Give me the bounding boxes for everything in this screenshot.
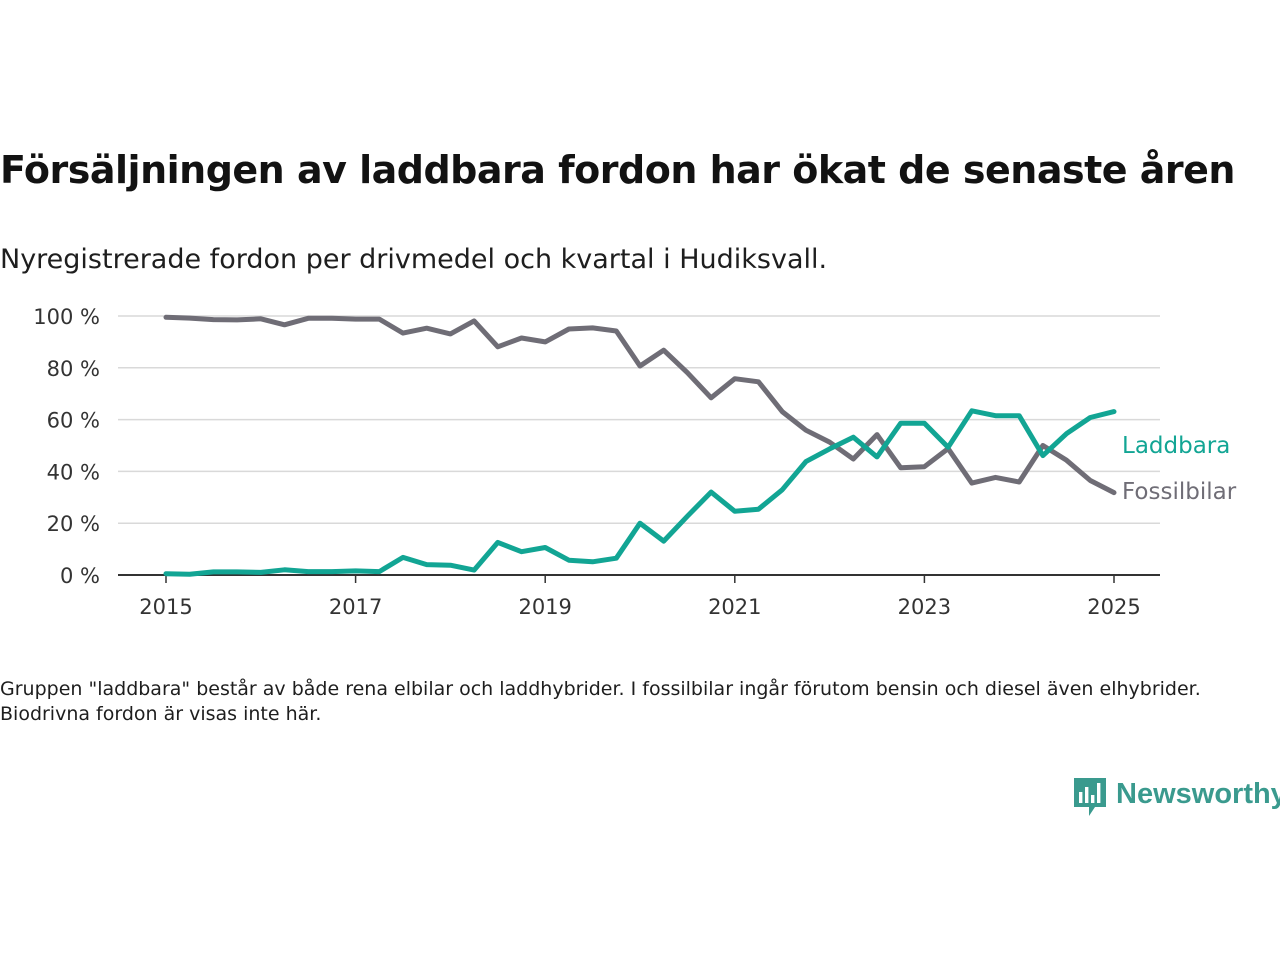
brand-logo[interactable]: Newsworthy: [1072, 776, 1280, 820]
chart-title: Försäljningen av laddbara fordon har öka…: [0, 148, 1235, 192]
y-tick-label: 20 %: [47, 512, 100, 536]
x-tick-label: 2019: [518, 595, 571, 619]
x-tick-label: 2021: [708, 595, 761, 619]
line-chart: 0 % 20 % 40 % 60 % 80 % 100 % 2015 2017 2019 202…: [33, 305, 1237, 619]
x-tick-label: 2015: [139, 595, 192, 619]
y-tick-label: 60 %: [47, 409, 100, 433]
x-tick-label: 2017: [329, 595, 382, 619]
series-line-fossilbilar: [163, 314, 1117, 496]
y-tick-label: 40 %: [47, 460, 100, 484]
series-labels: Laddbara Fossilbilar: [1122, 433, 1237, 505]
x-tick-label: 2023: [898, 595, 951, 619]
chart-note: Gruppen "laddbara" består av både rena e…: [0, 678, 1201, 725]
y-tick-label: 80 %: [47, 357, 100, 381]
series-label-laddbara: Laddbara: [1122, 433, 1230, 459]
y-tick-label: 0 %: [60, 564, 100, 588]
x-axis: 2015 2017 2019 2021 2023 2025: [118, 574, 1160, 619]
x-tick-label: 2025: [1087, 595, 1140, 619]
gridlines: [118, 315, 1160, 524]
newsworthy-logo-icon: [1074, 778, 1106, 816]
series-line-laddbara: [163, 408, 1117, 577]
chart-subtitle: Nyregistrerade fordon per drivmedel och …: [0, 244, 828, 275]
series-lines: [163, 314, 1117, 577]
y-tick-label: 100 %: [33, 305, 100, 329]
brand-name: Newsworthy: [1116, 778, 1280, 810]
y-axis-ticks: 0 % 20 % 40 % 60 % 80 % 100 %: [33, 305, 100, 588]
series-label-fossilbilar: Fossilbilar: [1122, 479, 1237, 505]
